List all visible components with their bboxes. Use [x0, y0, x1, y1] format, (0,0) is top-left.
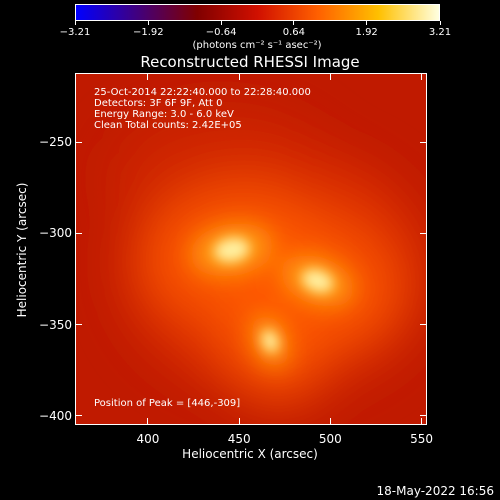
peak-position-label: Position of Peak = [446,-309]: [94, 398, 241, 409]
colorbar-tick-mark: [366, 21, 368, 25]
colorbar-tick-label: 0.64: [282, 27, 306, 38]
y-tick-mark: [75, 415, 82, 417]
colorbar-tick-label: −1.92: [133, 27, 164, 38]
x-tick-mark: [147, 73, 149, 80]
colorbar-tick-label: −3.21: [59, 27, 91, 38]
y-tick-mark: [420, 232, 427, 234]
heatmap-image: [75, 73, 427, 425]
y-tick-mark: [420, 415, 427, 417]
colorbar-tick-mark: [74, 21, 76, 25]
x-tick-label: 500: [318, 432, 342, 446]
x-tick-mark: [329, 418, 331, 425]
timestamp: 18-May-2022 16:56: [376, 484, 494, 498]
x-tick-mark: [421, 418, 423, 425]
y-tick-mark: [75, 232, 82, 234]
annotation-line: Energy Range: 3.0 - 6.0 keV: [94, 109, 234, 120]
colorbar-units: (photons cm⁻² s⁻¹ asec⁻²): [192, 40, 322, 51]
annotation-line: Detectors: 3F 6F 9F, Att 0: [94, 98, 223, 109]
x-axis-label: Heliocentric X (arcsec): [182, 447, 318, 461]
y-tick-label: −250: [39, 135, 72, 150]
colorbar-tick-mark: [220, 21, 222, 25]
chart-title: Reconstructed RHESSI Image: [140, 53, 360, 71]
y-axis-label: Heliocentric Y (arcsec): [15, 182, 29, 318]
x-tick-label: 550: [410, 432, 433, 446]
annotation-line: Clean Total counts: 2.42E+05: [94, 120, 242, 131]
x-tick-label: 450: [227, 432, 251, 446]
colorbar-tick-mark: [439, 21, 441, 25]
y-tick-mark: [75, 324, 82, 326]
x-tick-label: 400: [136, 432, 160, 446]
y-tick-label: −300: [39, 226, 72, 241]
y-tick-label: −400: [39, 408, 72, 423]
y-tick-mark: [420, 141, 427, 143]
x-tick-mark: [421, 73, 423, 80]
colorbar-tick-mark: [293, 21, 295, 25]
colorbar-tick-mark: [147, 21, 149, 25]
source-core: [301, 269, 334, 293]
source-core: [261, 329, 279, 353]
annotation-line: 25-Oct-2014 22:22:40.000 to 22:28:40.000: [94, 87, 311, 98]
colorbar-tick-label: 3.21: [428, 27, 452, 38]
y-tick-mark: [420, 324, 427, 326]
colorbar-tick-label: −0.64: [205, 27, 237, 38]
y-tick-mark: [75, 141, 82, 143]
x-tick-mark: [329, 73, 331, 80]
source-core: [214, 237, 250, 263]
x-tick-mark: [238, 418, 240, 425]
x-tick-mark: [238, 73, 240, 80]
y-tick-label: −350: [39, 317, 72, 332]
colorbar: [75, 4, 440, 21]
colorbar-tick-label: 1.92: [355, 27, 378, 38]
x-tick-mark: [147, 418, 149, 425]
